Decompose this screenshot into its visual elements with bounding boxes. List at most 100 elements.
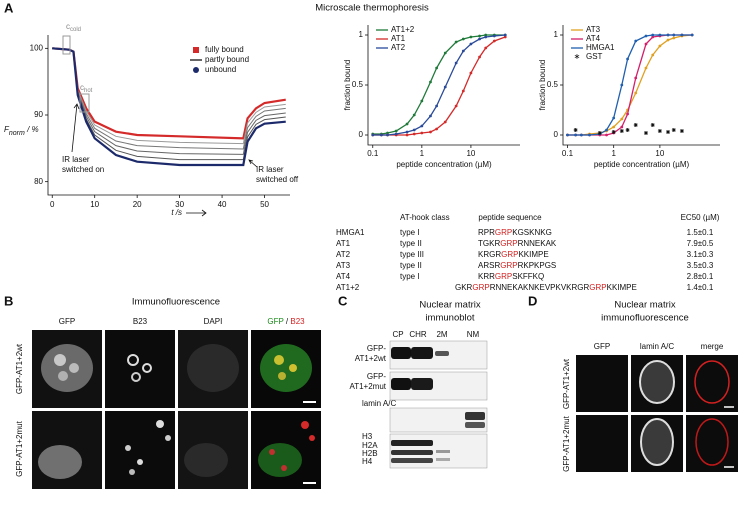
- panel-label: A: [4, 0, 14, 15]
- point: [611, 130, 616, 134]
- sequence: ARSRGRPRKPKPGS: [478, 261, 556, 270]
- point: [634, 39, 638, 43]
- panel-title: immunofluorescence: [601, 313, 689, 324]
- annotation-main: c: [66, 22, 70, 31]
- binding-chart: 0.1 1 10 0 0.5 1 peptide concentration (µM) fra…: [538, 25, 720, 169]
- panel-title: Nuclear matrix: [419, 300, 480, 311]
- column-header: merge: [701, 342, 724, 351]
- point: [461, 37, 465, 41]
- point: [394, 132, 398, 136]
- point: [605, 133, 608, 137]
- motif: GRP: [500, 261, 517, 270]
- box: [62, 35, 71, 55]
- ec50: 2.8±0.1: [687, 272, 714, 281]
- column-header: lamin A/C: [640, 342, 674, 351]
- sequence: RPRGRPKGSKNKG: [478, 228, 552, 237]
- y-axis-label: Fnorm / %: [4, 125, 39, 137]
- row-label: GFP-AT1+2wt: [562, 358, 571, 409]
- legend-label: AT4: [586, 34, 601, 43]
- point: [666, 38, 670, 42]
- histone-label: H2A: [362, 441, 378, 450]
- x-tick-label: 10: [655, 149, 664, 158]
- binding-chart: 0.1 1 10 0 0.5 1 peptide concentration (µM) fra…: [343, 25, 520, 169]
- merge-sep: /: [286, 317, 289, 326]
- legend-label: unbound: [205, 65, 236, 74]
- column-header: B23: [133, 317, 148, 326]
- sequence-part: KGSKNKG: [512, 228, 552, 237]
- point: [620, 117, 624, 121]
- column-header: GFP: [59, 317, 75, 326]
- table-header: AT-hook class: [400, 213, 450, 222]
- arrow: [186, 209, 207, 217]
- row-name: AT1+2: [336, 283, 360, 292]
- row-name: AT4: [336, 272, 351, 281]
- point: [690, 33, 694, 37]
- point: [484, 33, 488, 37]
- x-axis-label: peptide concentration (µM): [396, 160, 492, 169]
- sequence-part: ARSR: [478, 261, 500, 270]
- sequence-part: RKPKPGS: [518, 261, 557, 270]
- annotation: chot: [80, 83, 93, 93]
- column-header: 2M: [436, 330, 447, 339]
- x-tick-label: 1: [420, 149, 425, 158]
- annotation-sub: hot: [84, 88, 93, 94]
- y-tick-label: 0.5: [547, 80, 559, 89]
- x-tick-label: 40: [218, 200, 227, 209]
- point: [429, 80, 432, 84]
- y-label-main: F: [4, 125, 10, 134]
- panel-b: B Immunofluorescence GFP B23 DAPI GFP / …: [4, 293, 321, 489]
- point: [461, 89, 465, 93]
- axis: [562, 25, 720, 146]
- merge-red: B23: [290, 317, 305, 326]
- point: [461, 49, 465, 53]
- panel-title: Immunofluorescence: [132, 297, 220, 308]
- merge-green: GFP: [267, 317, 283, 326]
- point: [420, 99, 424, 103]
- point: [503, 35, 507, 39]
- point: [666, 130, 671, 134]
- panel-label: B: [4, 293, 13, 308]
- legend-marker: ∗: [574, 52, 581, 61]
- micrographs: [576, 355, 738, 472]
- x-tick-label: 10: [466, 149, 475, 158]
- sequence-part: KRR: [478, 272, 495, 281]
- point: [651, 53, 655, 57]
- motif: GRP: [495, 228, 512, 237]
- hook-class: type II: [400, 261, 422, 270]
- legend-label: AT1: [391, 34, 406, 43]
- point: [454, 40, 458, 44]
- column-header: GFP / B23: [267, 317, 305, 326]
- point: [420, 131, 424, 135]
- row-label: AT1+2mut: [349, 382, 386, 391]
- sequence: TGKRGRPRNNEKAK: [478, 239, 557, 248]
- y-tick-label: 90: [34, 110, 43, 119]
- point: [579, 133, 583, 137]
- axis: [367, 25, 520, 146]
- x-tick-label: 0.1: [367, 149, 379, 158]
- y-tick-label: 0.5: [352, 80, 364, 89]
- legend-marker: [193, 47, 199, 53]
- legend-label: GST: [586, 52, 603, 61]
- legend-label: fully bound: [205, 45, 244, 54]
- point: [650, 123, 655, 127]
- x-tick-label: 0: [50, 200, 55, 209]
- panel-c: C Nuclear matrix immunoblot CP CHR 2M NM…: [338, 293, 488, 469]
- point: [634, 91, 638, 95]
- point: [412, 113, 416, 117]
- annotation: IR laser: [62, 155, 90, 164]
- row-name: AT2: [336, 250, 351, 259]
- arrow: [248, 159, 258, 168]
- motif: GRP: [500, 239, 517, 248]
- legend-label: partly bound: [205, 55, 249, 64]
- y-tick-label: 0: [359, 130, 364, 139]
- point: [633, 123, 638, 127]
- point: [671, 128, 676, 132]
- row-name: AT3: [336, 261, 351, 270]
- annotation: IR laser: [256, 165, 284, 174]
- row-name: HMGA1: [336, 228, 365, 237]
- point: [394, 129, 398, 133]
- x-tick-label: 30: [175, 200, 184, 209]
- blot: [389, 340, 488, 469]
- point: [469, 42, 473, 46]
- motif: GRP: [495, 272, 512, 281]
